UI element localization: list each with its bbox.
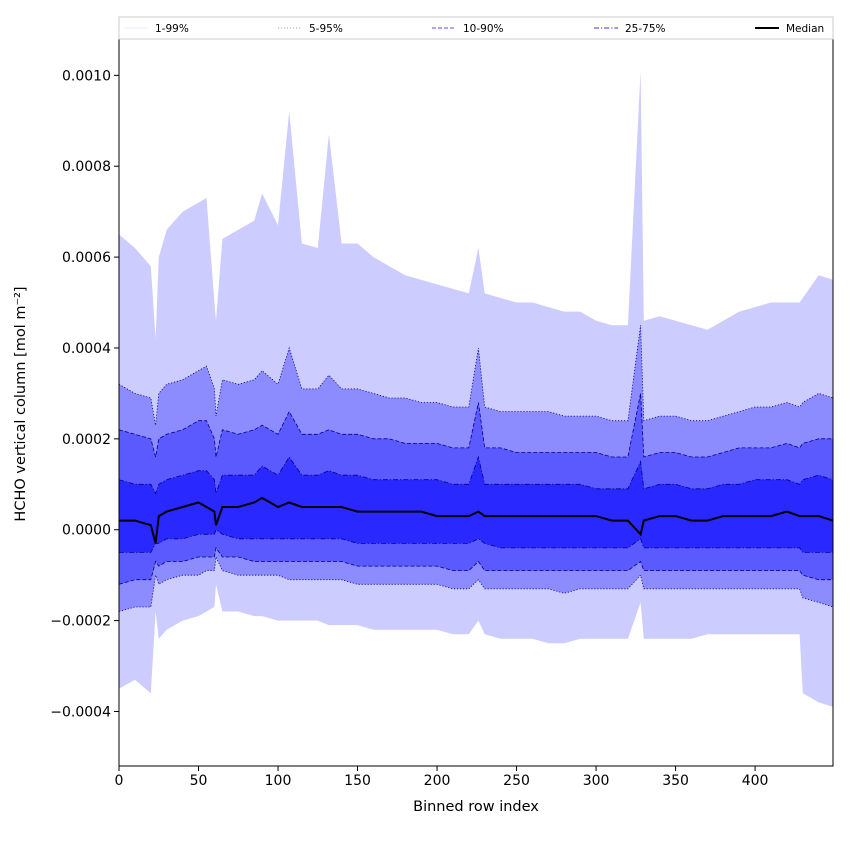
x-tick-label: 0 xyxy=(115,773,124,789)
x-tick-label: 400 xyxy=(742,773,769,789)
x-tick-label: 150 xyxy=(344,773,371,789)
y-tick-label: 0.0008 xyxy=(62,159,111,175)
legend: 1-99% 5-95% 10-90% 25-75% Median xyxy=(118,16,834,40)
legend-label-5-95-: 5-95% xyxy=(309,23,343,35)
legend-box xyxy=(118,16,834,40)
legend-label-10-90-: 10-90% xyxy=(463,23,504,35)
y-tick-label: −0.0002 xyxy=(50,614,111,630)
x-tick-label: 250 xyxy=(503,773,530,789)
y-tick-label: 0.0000 xyxy=(62,523,111,539)
line-10-90-lower xyxy=(119,546,833,585)
line-5-95-lower xyxy=(119,555,833,612)
y-tick-label: 0.0004 xyxy=(62,341,111,357)
y-axis-label: HCHO vertical column [mol m⁻²] xyxy=(13,286,29,521)
plot-area xyxy=(119,70,833,707)
line-10-90-upper xyxy=(119,393,833,458)
x-tick-label: 50 xyxy=(190,773,208,789)
y-tick-label: 0.0002 xyxy=(62,432,111,448)
x-tick-label: 300 xyxy=(583,773,610,789)
line-25-75-upper xyxy=(119,455,833,495)
band-25-75 xyxy=(119,457,833,553)
y-tick-label: 0.0006 xyxy=(62,250,111,266)
line-25-75-lower xyxy=(119,529,833,553)
y-tick-label: 0.0010 xyxy=(62,68,111,84)
x-tick-label: 100 xyxy=(265,773,292,789)
median-line xyxy=(119,496,833,544)
y-tick-label: −0.0004 xyxy=(50,704,111,720)
legend-label-1-99-: 1-99% xyxy=(155,23,189,35)
x-axis-label: Binned row index xyxy=(413,799,539,815)
legend-label-median: Median xyxy=(786,23,824,35)
x-tick-label: 350 xyxy=(662,773,689,789)
line-5-95-upper xyxy=(119,325,833,426)
legend-label-25-75-: 25-75% xyxy=(625,23,666,35)
x-tick-label: 200 xyxy=(424,773,451,789)
